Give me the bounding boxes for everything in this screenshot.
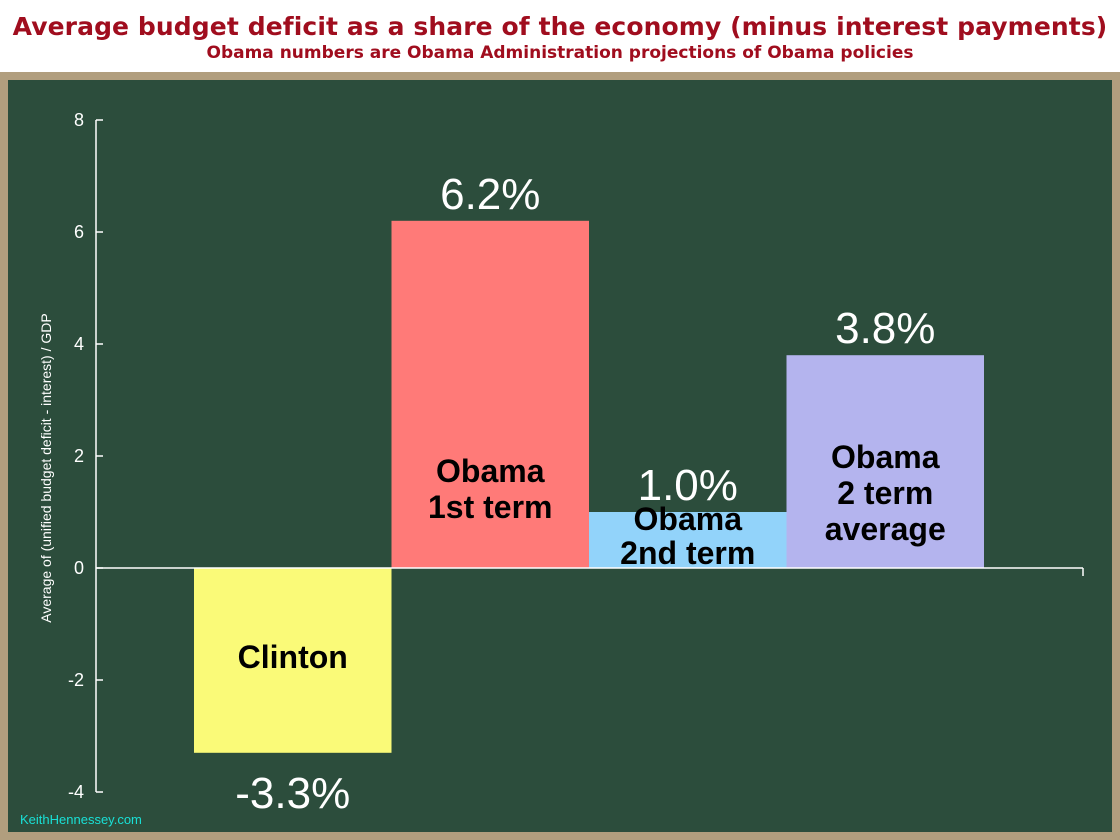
y-tick-label: 4	[74, 334, 84, 354]
y-tick-label: 0	[74, 558, 84, 578]
y-tick-label: -2	[68, 670, 84, 690]
bar	[194, 568, 392, 753]
chart-subtitle: Obama numbers are Obama Administration p…	[206, 43, 914, 63]
bar	[589, 512, 787, 568]
chart-title: Average budget deficit as a share of the…	[12, 12, 1108, 41]
category-label: 2 term	[837, 475, 933, 511]
data-label: 1.0%	[638, 461, 738, 510]
category-label: Obama	[436, 453, 545, 489]
site-credit: KeithHennessey.com	[20, 812, 142, 827]
category-label: 2nd term	[620, 535, 755, 571]
data-label: 6.2%	[440, 170, 540, 219]
data-label: -3.3%	[235, 769, 350, 818]
category-label: Obama	[831, 439, 940, 475]
category-label: Obama	[634, 501, 743, 537]
chart-header: Average budget deficit as a share of the…	[0, 0, 1120, 72]
y-tick-label: 8	[74, 110, 84, 130]
category-label: 1st term	[428, 489, 553, 525]
y-tick-label: -4	[68, 782, 84, 802]
y-axis-label: Average of (unified budget deficit - int…	[38, 313, 54, 622]
category-label: Clinton	[238, 639, 348, 675]
bar	[786, 355, 984, 568]
y-tick-label: 6	[74, 222, 84, 242]
y-tick-label: 2	[74, 446, 84, 466]
bar	[391, 220, 589, 569]
data-label: 3.8%	[835, 304, 935, 353]
category-label: average	[825, 511, 946, 547]
